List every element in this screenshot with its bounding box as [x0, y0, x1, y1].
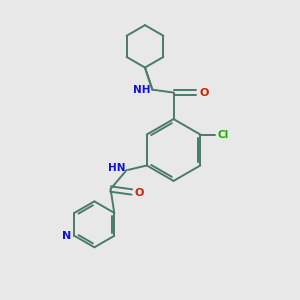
Text: O: O — [135, 188, 144, 198]
Text: O: O — [199, 88, 208, 98]
Text: N: N — [62, 231, 71, 241]
Text: HN: HN — [108, 164, 125, 173]
Text: Cl: Cl — [218, 130, 229, 140]
Text: NH: NH — [133, 85, 150, 94]
